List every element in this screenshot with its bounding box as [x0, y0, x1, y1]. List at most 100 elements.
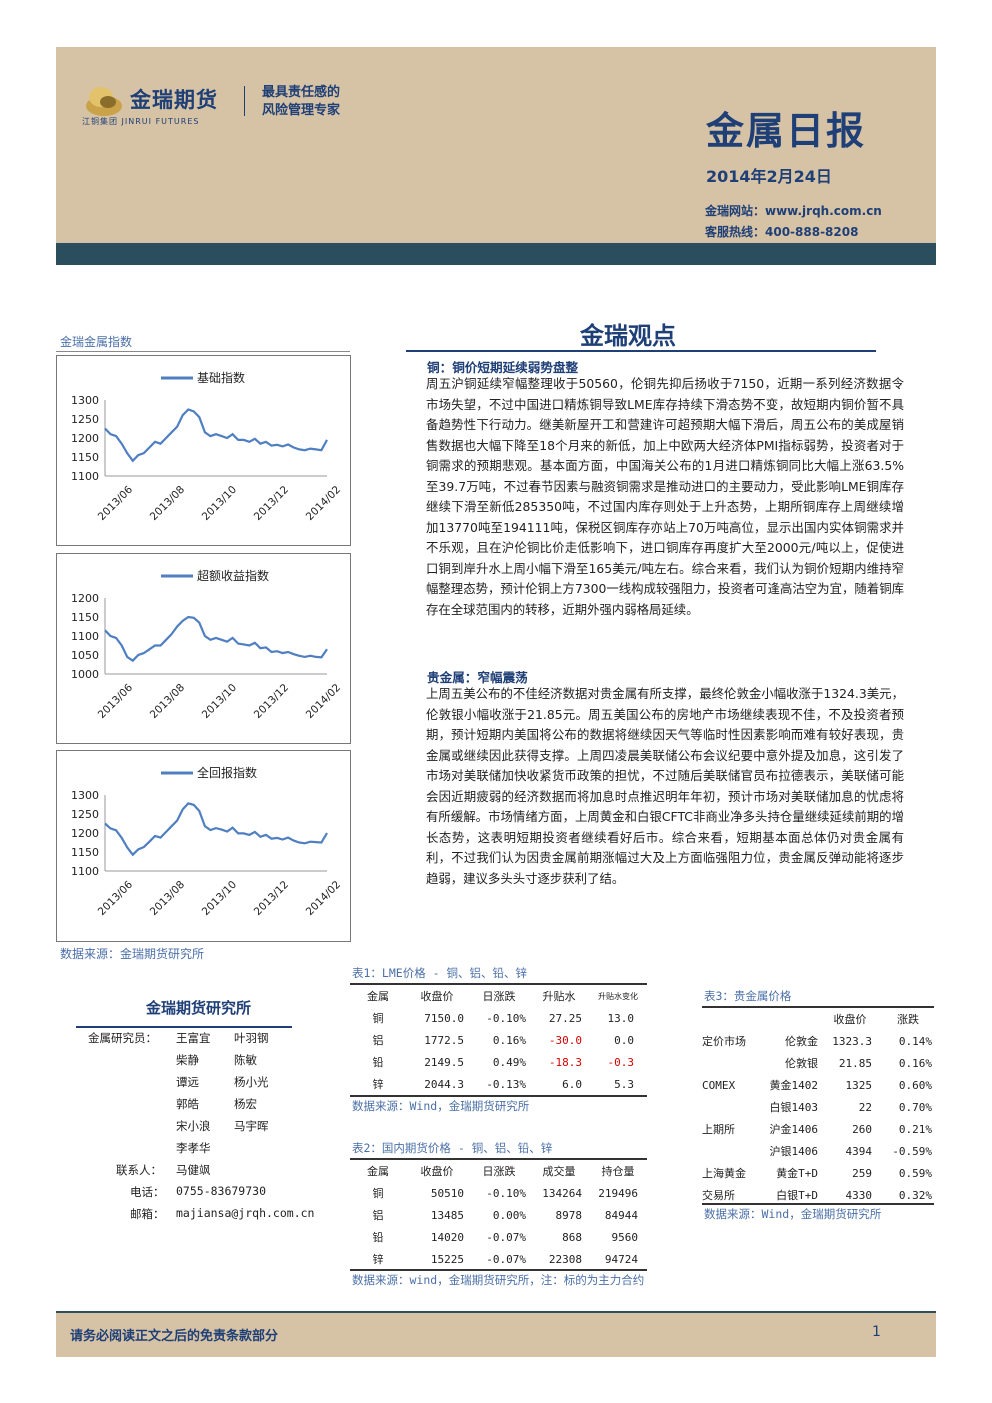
- researcher: 马宇晖: [234, 1119, 269, 1133]
- website-link[interactable]: 金瑞网站：www.jrqh.com.cn: [705, 204, 882, 218]
- col-header: 持仓量: [601, 1165, 635, 1178]
- phone-label: 电话：: [130, 1185, 165, 1199]
- table-cell: 上期所: [702, 1123, 735, 1136]
- view-title: 金瑞观点: [580, 322, 676, 350]
- y-tick-label: 1200: [71, 432, 99, 445]
- table-cell: 15225: [430, 1252, 464, 1266]
- y-tick-label: 1100: [71, 865, 99, 878]
- table-cell: 21.85: [838, 1056, 872, 1070]
- table-header-row: 收盘价 涨跌: [702, 1008, 934, 1030]
- researcher: 杨小光: [234, 1075, 269, 1089]
- domestic-futures-table: 金属 收盘价 日涨跌 成交量 持仓量 铜 50510 -0.10% 134264 219…: [350, 1160, 648, 1270]
- table-row: 定价市场 伦敦金 1323.3 0.14%: [702, 1030, 934, 1052]
- table-cell: 0.16%: [898, 1056, 932, 1070]
- contact-name: 马健飒: [176, 1163, 211, 1177]
- table-cell: 定价市场: [702, 1035, 746, 1048]
- table-cell: 50510: [430, 1186, 464, 1200]
- researcher: 陈敏: [234, 1053, 257, 1067]
- table-cell: 0.00%: [492, 1208, 526, 1222]
- col-header: 升贴水变化: [598, 991, 638, 1001]
- phone-value: 0755-83679730: [176, 1184, 267, 1198]
- researchers-label: 金属研究员：: [88, 1031, 157, 1045]
- copper-paragraph: 周五沪铜延续窄幅整理收于50560，伦铜先抑后扬收于7150，近期一系列经济数据…: [426, 376, 904, 617]
- brand-group: 江铜集团: [82, 117, 118, 126]
- view-title-rule: [406, 350, 876, 352]
- table-row: 交易所 白银T+D 4330 0.32%: [702, 1184, 934, 1206]
- table1-caption: 表1：LME价格 - 铜、铝、铅、锌: [352, 966, 527, 980]
- table-cell: 铅: [372, 1056, 384, 1069]
- table-cell: [702, 1096, 760, 1118]
- table-row: 铅 14020 -0.07% 868 9560: [350, 1226, 648, 1248]
- precious-paragraph: 上周五美公布的不佳经济数据对贵金属有所支撑，最终伦敦金小幅收涨于1324.3美元…: [426, 686, 904, 886]
- table-cell: 8978: [555, 1208, 583, 1222]
- table-cell: 0.16%: [492, 1033, 526, 1047]
- table-cell: 上海黄金: [702, 1167, 746, 1180]
- report-date: 2014年2月24日: [706, 167, 832, 186]
- researcher: 王富宜: [176, 1031, 211, 1045]
- page-number: 1: [872, 1324, 881, 1340]
- table-cell: -0.13%: [486, 1077, 526, 1091]
- table-cell: 94724: [604, 1252, 638, 1266]
- email-value[interactable]: majiansa@jrqh.com.cn: [176, 1206, 315, 1220]
- x-tick-label: 2014/02: [304, 682, 343, 721]
- report-header: [56, 47, 936, 243]
- table1-source: 数据来源：Wind，金瑞期货研究所: [352, 1099, 530, 1113]
- table-cell: -18.3: [548, 1055, 582, 1069]
- hotline: 客服热线：400-888-8208: [705, 225, 859, 239]
- researcher: 柴静: [176, 1053, 199, 1067]
- x-tick-label: 2014/02: [304, 484, 343, 523]
- table-cell: 0.14%: [898, 1034, 932, 1048]
- col-header: 日涨跌: [482, 1165, 516, 1178]
- table-cell: 84944: [604, 1208, 638, 1222]
- table-cell: 沪银1406: [769, 1145, 819, 1158]
- table-cell: 260: [852, 1122, 872, 1136]
- x-tick-label: 2013/10: [200, 879, 239, 918]
- table-cell: 27.25: [548, 1011, 582, 1025]
- table-row: 铝 13485 0.00% 8978 84944: [350, 1204, 648, 1226]
- index-section-title: 金瑞金属指数: [60, 335, 133, 349]
- series-line: [104, 802, 328, 857]
- table-cell: 219496: [598, 1186, 638, 1200]
- table-cell: 白银1403: [769, 1101, 819, 1114]
- x-tick-label: 2013/08: [148, 682, 187, 721]
- y-tick-label: 1100: [71, 630, 99, 643]
- x-tick-label: 2013/12: [252, 484, 291, 523]
- company-logo: 金瑞期货 江铜集团 JINRUI FUTURES 最具责任感的 风险管理专家: [80, 78, 380, 128]
- table-cell: 22308: [548, 1252, 582, 1266]
- table-cell: 0.21%: [898, 1122, 932, 1136]
- table-cell: 交易所: [702, 1189, 735, 1202]
- table-cell: 0.49%: [492, 1055, 526, 1069]
- index-source: 数据来源：金瑞期货研究所: [60, 947, 205, 961]
- col-header: 收盘价: [420, 1165, 454, 1178]
- y-tick-label: 1300: [71, 394, 99, 407]
- researcher: 叶羽钢: [234, 1031, 269, 1045]
- chart-basic-index: 基础指数 1300 1250 1200 1150 1100 2013/06 2013/08 20…: [56, 355, 351, 546]
- table-row: 锌 15225 -0.07% 22308 94724: [350, 1248, 648, 1270]
- y-tick-label: 1250: [71, 413, 99, 426]
- legend-label: 全回报指数: [197, 765, 257, 780]
- researcher: 宋小浪: [176, 1119, 211, 1133]
- table-cell: 0.0: [614, 1033, 634, 1047]
- table-row: 上期所 沪金1406 260 0.21%: [702, 1118, 934, 1140]
- institute-title: 金瑞期货研究所: [146, 999, 252, 1017]
- table-cell: 868: [562, 1230, 582, 1244]
- slogan-line-1: 最具责任感的: [262, 85, 341, 100]
- col-header: 成交量: [542, 1165, 576, 1178]
- table-row: 铝 1772.5 0.16% -30.0 0.0: [350, 1029, 648, 1051]
- table-cell: 铜: [372, 1012, 384, 1025]
- y-tick-label: 1050: [71, 649, 99, 662]
- x-tick-label: 2013/10: [200, 484, 239, 523]
- researcher: 杨宏: [234, 1097, 257, 1111]
- table-cell: -0.10%: [486, 1011, 526, 1025]
- table-row: 沪银1406 4394 -0.59%: [702, 1140, 934, 1162]
- researcher: 谭远: [176, 1075, 199, 1089]
- table-cell: 1772.5: [424, 1033, 464, 1047]
- y-tick-label: 1100: [71, 470, 99, 483]
- brand-name: 金瑞期货: [130, 88, 218, 112]
- y-tick-label: 1150: [71, 451, 99, 464]
- table-cell: 黄金1402: [769, 1079, 819, 1092]
- email-label: 邮箱：: [130, 1207, 165, 1221]
- logo-emblem-icon: [86, 87, 122, 116]
- table-cell: 1323.3: [832, 1034, 872, 1048]
